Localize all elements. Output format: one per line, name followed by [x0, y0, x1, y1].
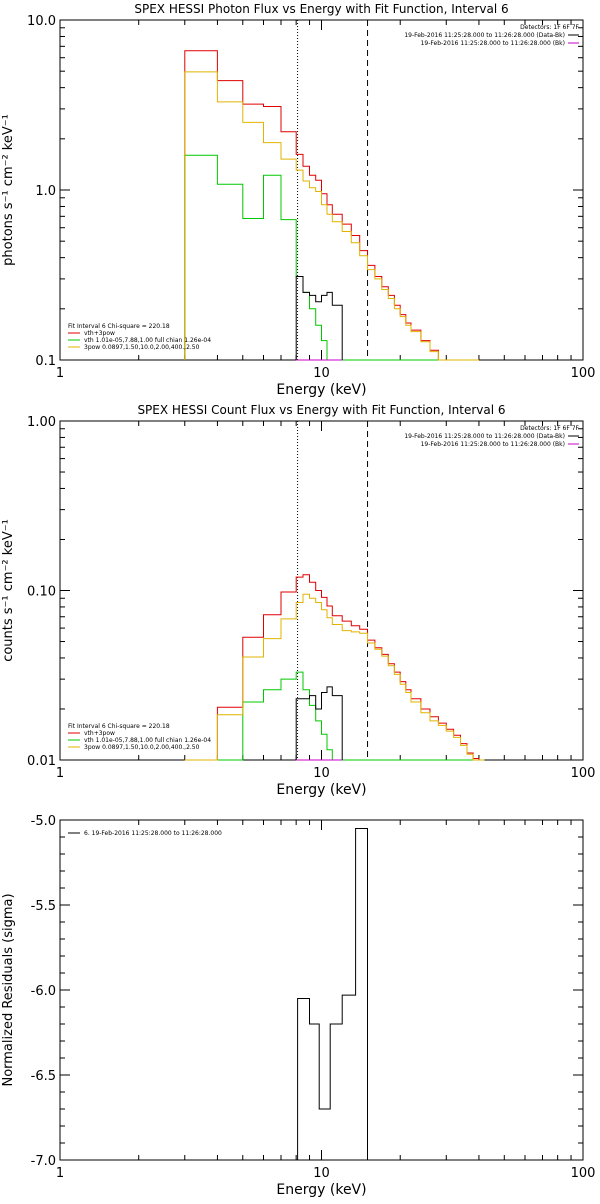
x-axis-label: Energy (keV) [276, 382, 366, 398]
legend-right-entry: Detectors: 1F 6F 7F [520, 24, 579, 31]
y-tick-label: -5.5 [31, 899, 56, 914]
legend-right-entry: 19-Feb-2016 11:25:28.000 to 11:26:28.000… [421, 40, 565, 47]
x-axis-label: Energy (keV) [276, 1182, 366, 1198]
y-tick-label: 0.01 [27, 754, 56, 769]
legend-left-entry: vth 1.01e-05,7.88,1.00 full chian 1.26e-… [84, 337, 211, 344]
legend-left-entry: vth 1.01e-05,7.88,1.00 full chian 1.26e-… [84, 737, 211, 744]
x-tick-label: 100 [571, 766, 596, 781]
legend-left-entry: 3pow 0.0897,1.50,10.0,2.00,400.,2.50 [84, 744, 200, 751]
y-tick-label: 1.0 [35, 184, 56, 199]
series-vth-3pow [184, 574, 485, 761]
x-tick-label: 100 [571, 1166, 596, 1181]
x-axis-label: Energy (keV) [276, 782, 366, 798]
y-tick-label: 0.10 [27, 585, 56, 600]
series-6-19-feb-2016-11-25-28-000-to-11-26-28-000 [297, 828, 368, 1160]
legend-left-entry: 3pow 0.0897,1.50,10.0,2.00,400.,2.50 [84, 344, 200, 351]
chart-title: SPEX HESSI Photon Flux vs Energy with Fi… [134, 2, 508, 16]
x-tick-label: 100 [571, 366, 596, 381]
y-axis-label: counts s⁻¹ cm⁻² keV⁻¹ [1, 519, 16, 662]
series-vth [184, 154, 479, 361]
y-tick-label: -6.5 [31, 1069, 56, 1084]
x-tick-label: 1 [56, 766, 64, 781]
y-tick-label: 0.1 [35, 354, 56, 369]
series-3pow [184, 71, 479, 361]
y-tick-label: -5.0 [31, 814, 56, 829]
y-axis-label: photons s⁻¹ cm⁻² keV⁻¹ [1, 114, 16, 266]
legend-left-title: 6. 19-Feb-2016 11:25:28.000 to 11:26:28.… [84, 830, 222, 837]
legend-left-title: Fit Interval 6 Chi-square = 220.18 [68, 323, 170, 330]
series-data-bk [295, 276, 343, 360]
x-tick-label: 10 [313, 1166, 330, 1181]
y-axis-label: Normalized Residuals (sigma) [1, 893, 16, 1086]
series-vth [184, 671, 485, 761]
series-vth-3pow [184, 50, 479, 361]
x-tick-label: 1 [56, 366, 64, 381]
legend-right-entry: Detectors: 1F 6F 7F [520, 425, 579, 432]
y-tick-label: -6.0 [31, 984, 56, 999]
legend-right-entry: 19-Feb-2016 11:25:28.000 to 11:26:28.000… [421, 441, 565, 448]
series-3pow [184, 593, 485, 761]
x-tick-label: 1 [56, 1166, 64, 1181]
x-tick-label: 10 [313, 366, 330, 381]
x-tick-label: 10 [313, 766, 330, 781]
legend-right-entry: 19-Feb-2016 11:25:28.000 to 11:26:28.000… [404, 32, 565, 39]
legend-left-entry: vth+3pow [84, 730, 115, 737]
legend-left-entry: vth+3pow [84, 330, 115, 337]
legend-right-entry: 19-Feb-2016 11:25:28.000 to 11:26:28.000… [404, 433, 565, 440]
y-tick-label: 10.0 [27, 14, 56, 29]
y-tick-label: -7.0 [31, 1154, 56, 1169]
y-tick-label: 1.00 [27, 415, 56, 430]
chart-title: SPEX HESSI Count Flux vs Energy with Fit… [137, 403, 505, 417]
legend-left-title: Fit Interval 6 Chi-square = 220.18 [68, 723, 170, 730]
series-data-bk [295, 686, 343, 760]
